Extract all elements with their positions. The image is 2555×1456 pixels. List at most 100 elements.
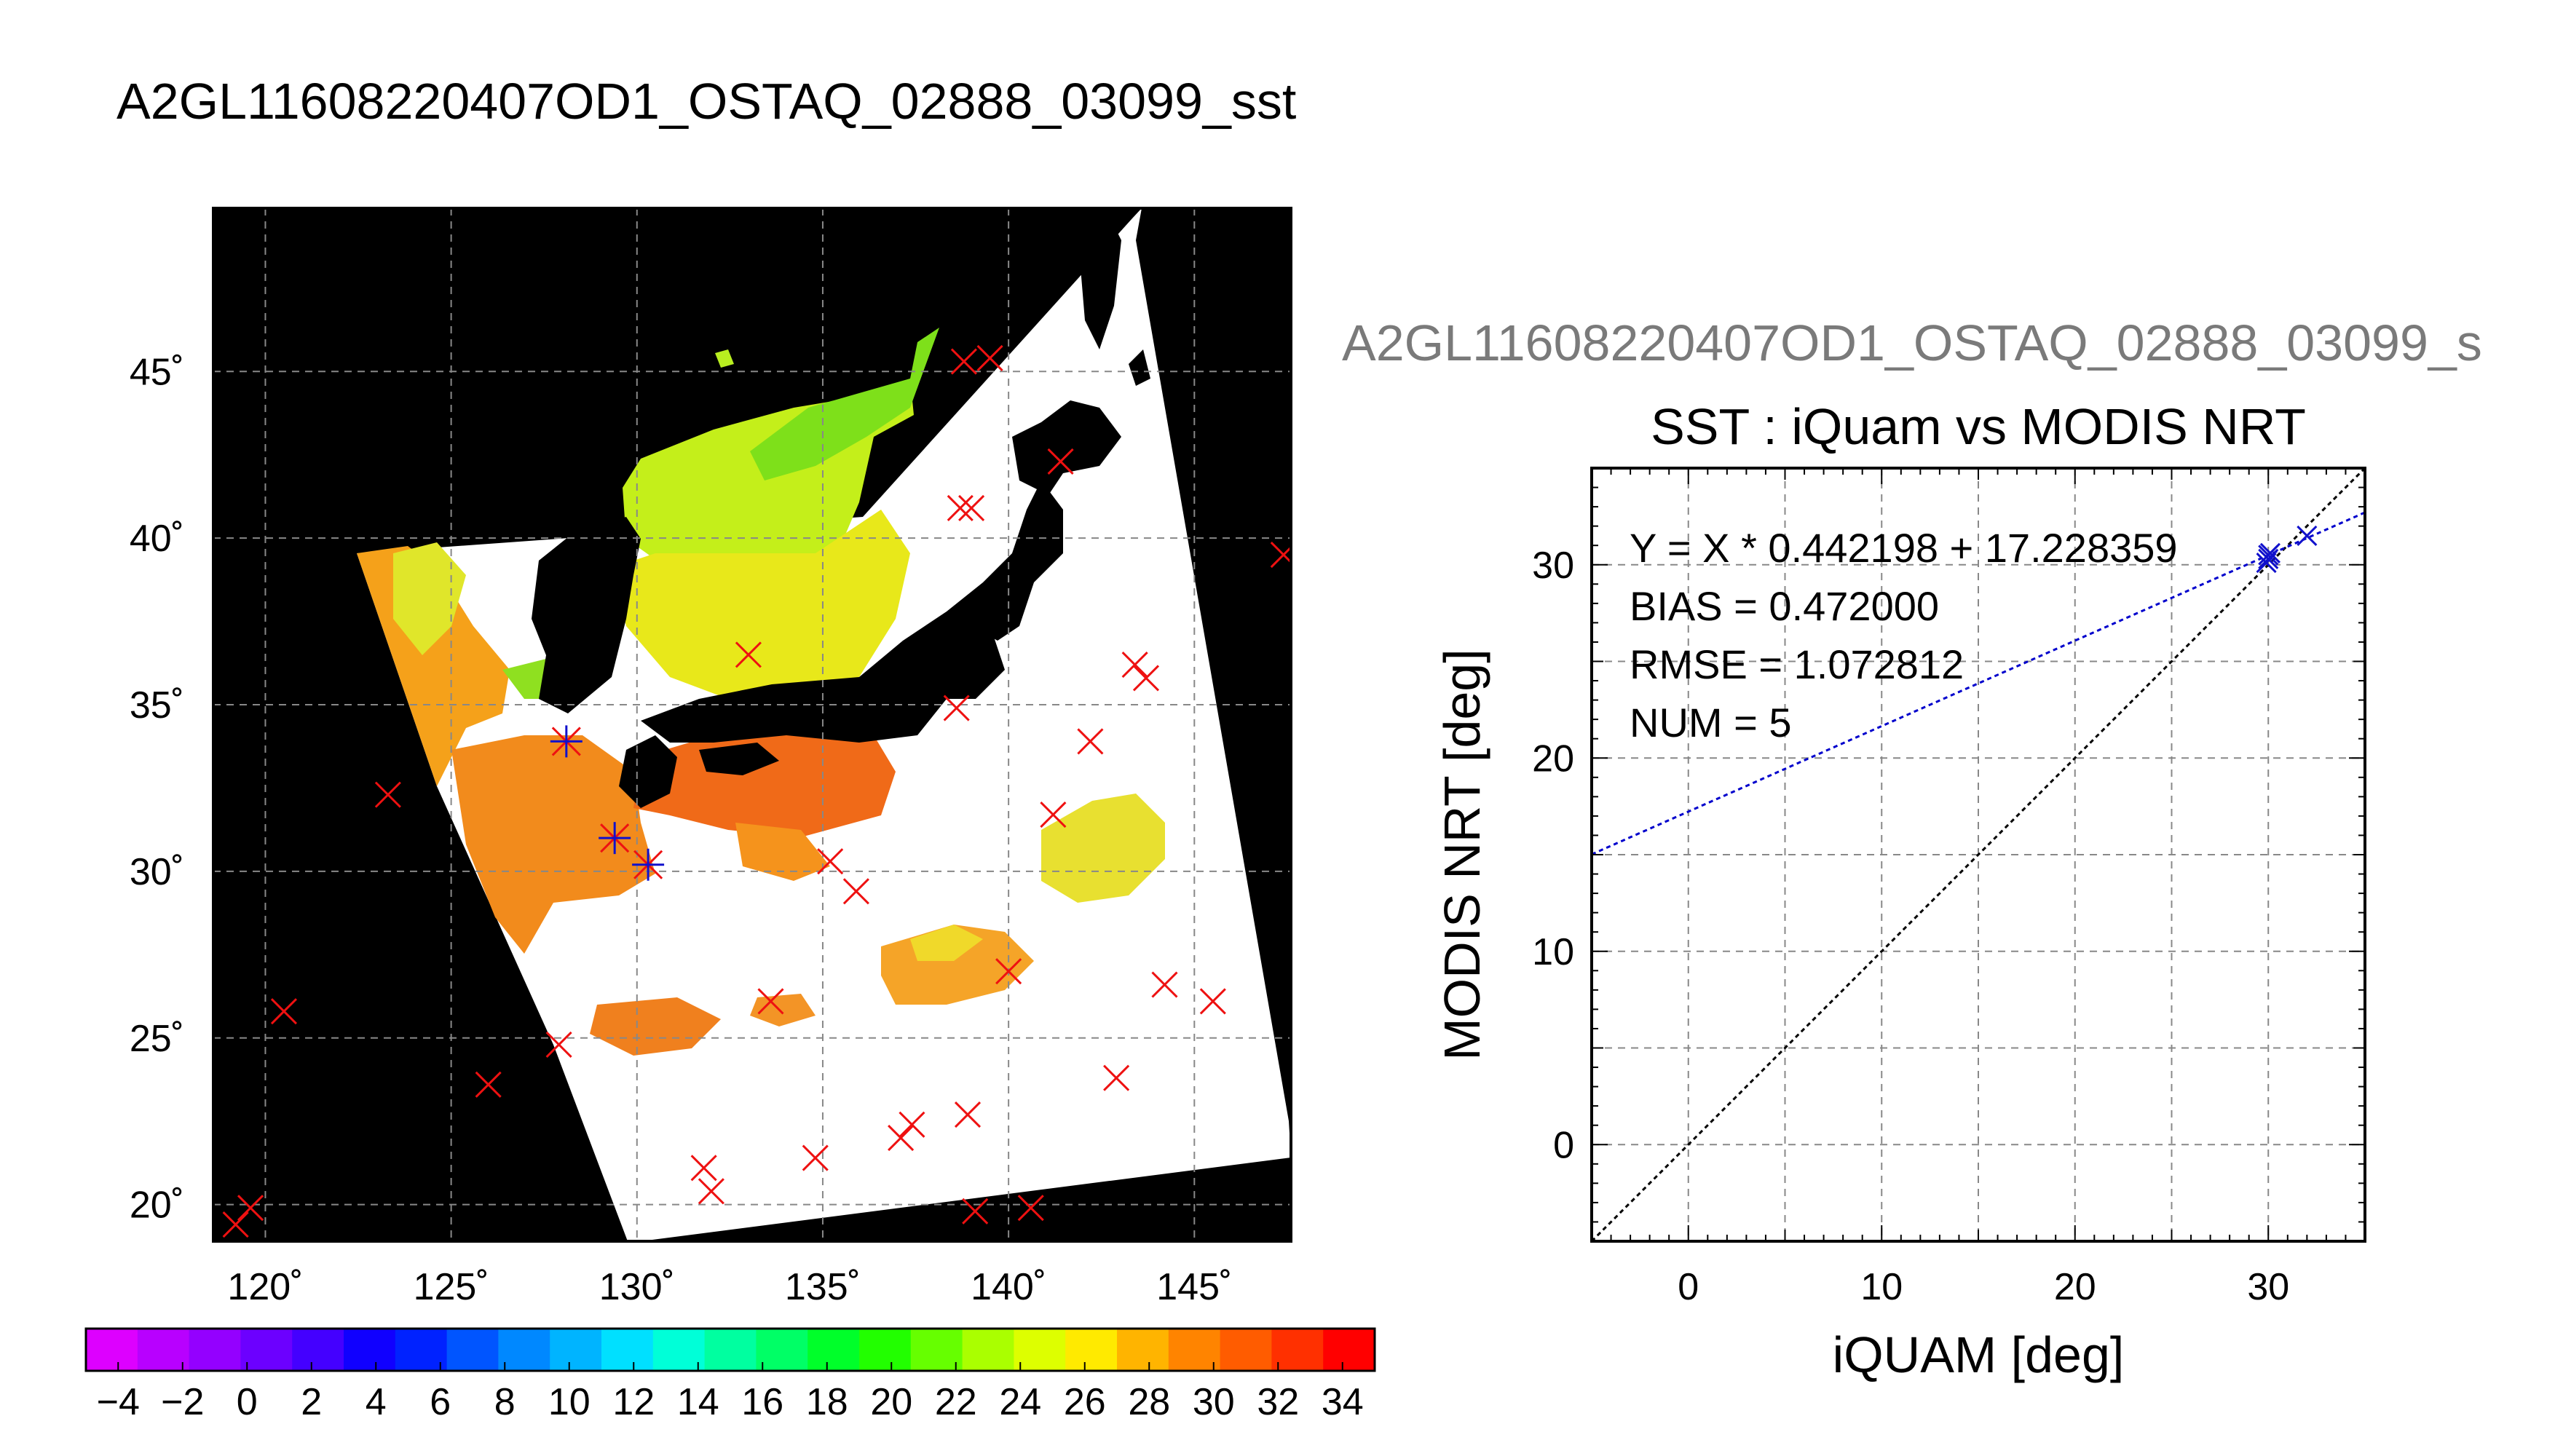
valid-matchup-marker (550, 725, 583, 758)
scatter-annotations: Y = X * 0.442198 + 17.228359 BIAS = 0.47… (1630, 525, 2178, 745)
scatter-xtick-label: 30 (2247, 1266, 2289, 1308)
matchup-marker (270, 998, 298, 1025)
scatter-xlabel: iQUAM [deg] (1833, 1326, 2125, 1383)
matchup-marker (817, 848, 844, 875)
scatter-xtick-label: 20 (2054, 1266, 2096, 1308)
land-hokkaido (1012, 400, 1121, 495)
colorbar-cell (395, 1329, 448, 1371)
matchup-marker (802, 1144, 829, 1171)
matchup-marker (475, 1071, 502, 1098)
colorbar-cell (652, 1329, 706, 1371)
colorbar-cell (1323, 1329, 1375, 1371)
colorbar-cell (1014, 1329, 1066, 1371)
colorbar-cell (292, 1329, 344, 1371)
colorbar-cell (498, 1329, 550, 1371)
colorbar-cell (1220, 1329, 1272, 1371)
matchup-marker (757, 988, 784, 1015)
colorbar-tick-label: −2 (161, 1381, 204, 1423)
colorbar-cell (756, 1329, 808, 1371)
colorbar-tick-label: 34 (1322, 1381, 1364, 1423)
matchup-marker (735, 641, 762, 668)
matchup-marker (1270, 541, 1291, 569)
map-ytick-label: 25˚ (130, 1018, 184, 1060)
scatter-grid (1592, 468, 2365, 1241)
colorbar-tick-label: 8 (494, 1381, 516, 1423)
scatter-point (2259, 542, 2280, 563)
matchup-marker (1077, 728, 1104, 755)
land-honshu-central (859, 612, 1005, 728)
matchup-marker (958, 494, 985, 522)
matchup-marker (1103, 1064, 1130, 1091)
scatter-ylabel: MODIS NRT [deg] (1434, 649, 1490, 1060)
land-korea (532, 517, 641, 713)
colorbar-tick-label: −4 (97, 1381, 140, 1423)
sst-map-panel: 120˚ 125˚ 130˚ 135˚ 140˚ 145˚ 20˚ 25˚ 30˚ 35˚ 40˚ 4… (130, 207, 1292, 1308)
sst-patch-orange-south3 (750, 994, 816, 1026)
sst-patch-darkorange-south (633, 728, 896, 837)
scatter-point (2258, 548, 2279, 569)
colorbar-labels: −4 −2 0 2 4 6 8 10 12 14 16 18 20 22 24 26 28 30 32 34 (97, 1362, 1364, 1423)
colorbar-cell (704, 1329, 757, 1371)
matchup-marker (943, 695, 970, 721)
sst-patch-yellow-seajapan (612, 510, 910, 699)
matchup-marker (690, 1155, 717, 1182)
matchup-marker (962, 1198, 989, 1224)
matchup-marker (1132, 665, 1160, 692)
sst-patch-green-north (750, 328, 939, 480)
colorbar-tick-label: 20 (870, 1381, 912, 1423)
colorbar-cell (859, 1329, 912, 1371)
matchup-marker (1017, 1195, 1044, 1222)
map-markers (222, 344, 1291, 1238)
regression-equation: Y = X * 0.442198 + 17.228359 (1630, 525, 2178, 571)
colorbar-cell (446, 1329, 499, 1371)
colorbar-cell (962, 1329, 1014, 1371)
sst-patch-yellow-yellowsea (393, 542, 466, 655)
map-xtick-label: 140˚ (971, 1266, 1046, 1308)
colorbar-cell (807, 1329, 860, 1371)
sst-field (357, 328, 1165, 1056)
matchup-marker (842, 878, 869, 905)
map-ytick-label: 40˚ (130, 518, 184, 560)
identity-line (1592, 468, 2365, 1241)
matchup-marker (1121, 652, 1148, 678)
colorbar-tick-label: 32 (1257, 1381, 1299, 1423)
colorbar-tick-label: 6 (430, 1381, 451, 1423)
map-ytick-label: 35˚ (130, 684, 184, 727)
matchup-marker (545, 1031, 572, 1058)
colorbar-cell (86, 1329, 138, 1371)
colorbar-cell (1065, 1329, 1118, 1371)
colorbar-tick-label: 14 (677, 1381, 719, 1423)
colorbar-cell (550, 1329, 602, 1371)
scatter-ytick-label: 10 (1532, 931, 1574, 973)
colorbar: −4 −2 0 2 4 6 8 10 12 14 16 18 20 22 24 26 28 30 32 34 (84, 1327, 1376, 1423)
colorbar-tick-label: 2 (301, 1381, 322, 1423)
colorbar-tick-label: 16 (741, 1381, 783, 1423)
scatter-ytick-label: 30 (1532, 545, 1574, 587)
map-ytick-label: 30˚ (130, 851, 184, 893)
land-kyushu (619, 735, 677, 808)
colorbar-tick-label: 24 (999, 1381, 1041, 1423)
scatter-point (2297, 525, 2318, 546)
colorbar-cell (189, 1329, 241, 1371)
map-ytick-label: 45˚ (130, 351, 184, 393)
rmse-value: RMSE = 1.072812 (1630, 641, 1964, 687)
sst-patch-orange-ecs (451, 735, 655, 954)
colorbar-cell (344, 1329, 396, 1371)
colorbar-cell (910, 1329, 963, 1371)
matchup-marker (374, 781, 401, 808)
colorbar-tick-label: 10 (548, 1381, 591, 1423)
matchup-marker (888, 1125, 915, 1152)
matchup-marker (222, 1211, 249, 1238)
sst-patch-yellow-east (1041, 794, 1165, 903)
matchup-marker (698, 1178, 724, 1205)
map-xtick-label: 135˚ (785, 1266, 861, 1308)
colorbar-tick-label: 26 (1064, 1381, 1106, 1423)
scatter-ytick-label: 20 (1532, 737, 1574, 780)
colorbar-tick-label: 0 (237, 1381, 258, 1423)
map-xtick-label: 145˚ (1156, 1266, 1232, 1308)
matchup-marker (899, 1111, 925, 1138)
valid-matchup-marker (632, 848, 665, 881)
land-honshu-north (947, 480, 1063, 641)
colorbar-tick-label: 18 (806, 1381, 848, 1423)
